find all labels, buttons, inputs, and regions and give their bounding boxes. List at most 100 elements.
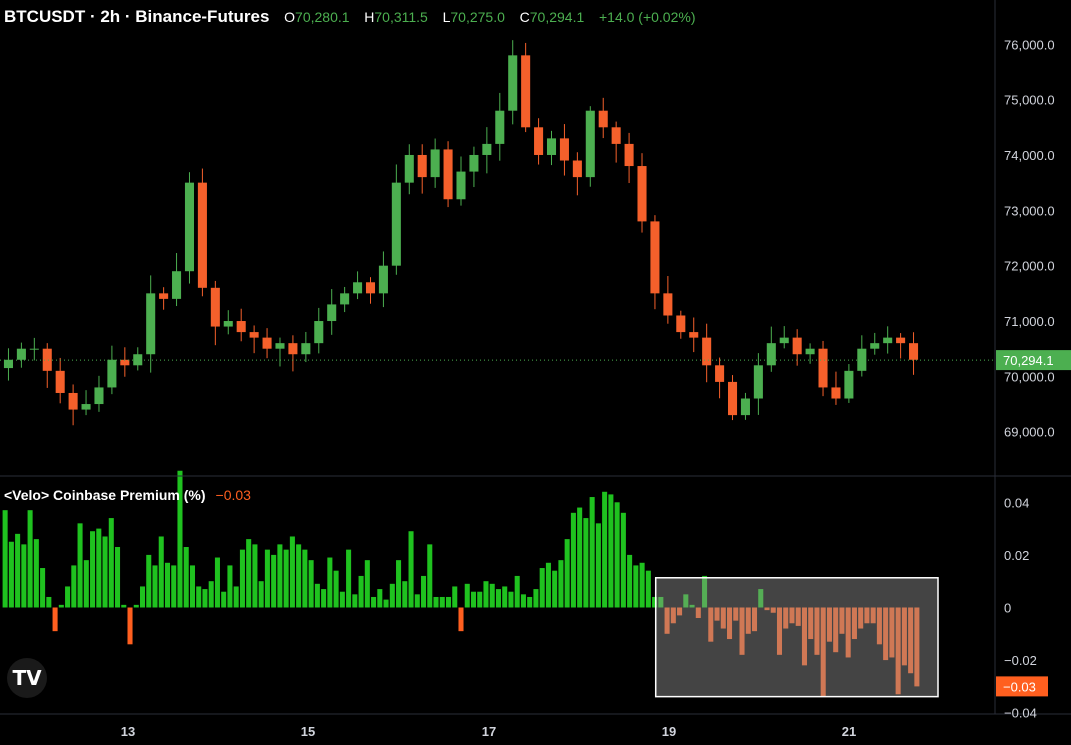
premium-bar[interactable] xyxy=(121,604,127,608)
premium-bar[interactable] xyxy=(65,586,71,608)
premium-bar[interactable] xyxy=(171,565,177,608)
candle[interactable] xyxy=(3,348,13,381)
premium-bar[interactable] xyxy=(508,591,514,608)
candle[interactable] xyxy=(883,326,893,354)
premium-bar[interactable] xyxy=(139,586,146,608)
premium-bar[interactable] xyxy=(389,583,395,608)
premium-bar[interactable] xyxy=(90,531,96,608)
premium-bar[interactable] xyxy=(258,581,264,608)
premium-bar[interactable] xyxy=(52,607,58,632)
premium-bar[interactable] xyxy=(152,565,158,608)
premium-bar[interactable] xyxy=(402,581,408,608)
candle[interactable] xyxy=(94,375,104,412)
candle[interactable] xyxy=(391,164,401,275)
candle[interactable] xyxy=(831,371,841,405)
premium-bar[interactable] xyxy=(689,604,695,608)
candle[interactable] xyxy=(29,337,39,361)
premium-bar[interactable] xyxy=(495,589,501,608)
premium-bar[interactable] xyxy=(302,549,308,608)
premium-bar[interactable] xyxy=(414,594,420,608)
premium-bar[interactable] xyxy=(758,589,764,608)
premium-bar[interactable] xyxy=(820,607,826,697)
premium-bar[interactable] xyxy=(602,491,608,608)
candle[interactable] xyxy=(572,152,582,196)
premium-bar[interactable] xyxy=(458,607,464,632)
premium-bar[interactable] xyxy=(745,607,751,634)
candle[interactable] xyxy=(16,342,26,368)
candle[interactable] xyxy=(689,317,699,353)
premium-bar[interactable] xyxy=(577,507,583,608)
premium-bar[interactable] xyxy=(77,523,83,608)
candle[interactable] xyxy=(314,307,324,354)
symbol-title[interactable]: BTCUSDT · 2h · Binance-Futures xyxy=(4,7,270,26)
premium-bar[interactable] xyxy=(396,560,402,608)
candle[interactable] xyxy=(753,353,763,415)
premium-bar[interactable] xyxy=(801,607,807,666)
premium-bar[interactable] xyxy=(789,607,795,624)
candle[interactable] xyxy=(469,146,479,188)
premium-bar[interactable] xyxy=(371,596,377,608)
candle[interactable] xyxy=(792,329,802,366)
premium-bar[interactable] xyxy=(208,581,214,608)
premium-bar[interactable] xyxy=(115,547,121,608)
premium-bar[interactable] xyxy=(464,583,470,608)
premium-bar[interactable] xyxy=(452,586,458,608)
candle[interactable] xyxy=(637,153,647,233)
premium-bar[interactable] xyxy=(858,607,864,629)
premium-bar[interactable] xyxy=(564,539,570,608)
premium-bar[interactable] xyxy=(527,596,533,608)
premium-bar[interactable] xyxy=(252,544,258,608)
premium-bar[interactable] xyxy=(870,607,876,624)
premium-bar[interactable] xyxy=(346,549,352,608)
premium-bar[interactable] xyxy=(264,549,270,608)
premium-bar[interactable] xyxy=(333,570,339,608)
premium-bar[interactable] xyxy=(826,607,832,642)
premium-bar[interactable] xyxy=(183,547,189,608)
candle[interactable] xyxy=(340,286,350,313)
candle[interactable] xyxy=(288,335,298,372)
premium-bar[interactable] xyxy=(645,570,651,608)
premium-bar[interactable] xyxy=(2,510,8,608)
premium-bar[interactable] xyxy=(364,560,370,608)
candle[interactable] xyxy=(430,138,440,188)
premium-bar[interactable] xyxy=(233,586,239,608)
premium-bar[interactable] xyxy=(377,589,383,608)
candle[interactable] xyxy=(870,332,880,355)
candle[interactable] xyxy=(55,357,65,404)
premium-bar[interactable] xyxy=(108,518,114,608)
candle[interactable] xyxy=(676,310,686,339)
premium-bar[interactable] xyxy=(83,560,89,608)
premium-bar[interactable] xyxy=(339,591,345,608)
candle[interactable] xyxy=(223,310,233,335)
candle[interactable] xyxy=(508,40,518,125)
candle[interactable] xyxy=(262,328,272,359)
premium-bar[interactable] xyxy=(545,562,551,608)
candle[interactable] xyxy=(482,127,492,174)
candle[interactable] xyxy=(559,124,569,176)
premium-bar[interactable] xyxy=(277,544,283,608)
premium-bar[interactable] xyxy=(477,591,483,608)
premium-bar[interactable] xyxy=(520,594,526,608)
premium-bar[interactable] xyxy=(845,607,851,658)
premium-bar[interactable] xyxy=(695,607,701,619)
candle[interactable] xyxy=(585,106,595,187)
premium-bar[interactable] xyxy=(683,594,689,608)
premium-bar[interactable] xyxy=(908,607,914,674)
premium-bar[interactable] xyxy=(158,536,164,608)
premium-bar[interactable] xyxy=(421,575,427,608)
premium-bar[interactable] xyxy=(795,607,801,626)
candle[interactable] xyxy=(663,276,673,324)
premium-bar[interactable] xyxy=(764,607,770,611)
candle[interactable] xyxy=(909,332,919,375)
candle[interactable] xyxy=(546,130,557,166)
premium-bar[interactable] xyxy=(670,607,676,624)
premium-bar[interactable] xyxy=(776,607,783,655)
premium-pane[interactable] xyxy=(2,470,939,698)
premium-bar[interactable] xyxy=(783,607,789,629)
candle[interactable] xyxy=(766,326,776,372)
premium-bar[interactable] xyxy=(814,607,820,655)
premium-bar[interactable] xyxy=(246,539,252,608)
premium-bar[interactable] xyxy=(221,591,227,608)
premium-bar[interactable] xyxy=(358,575,364,608)
